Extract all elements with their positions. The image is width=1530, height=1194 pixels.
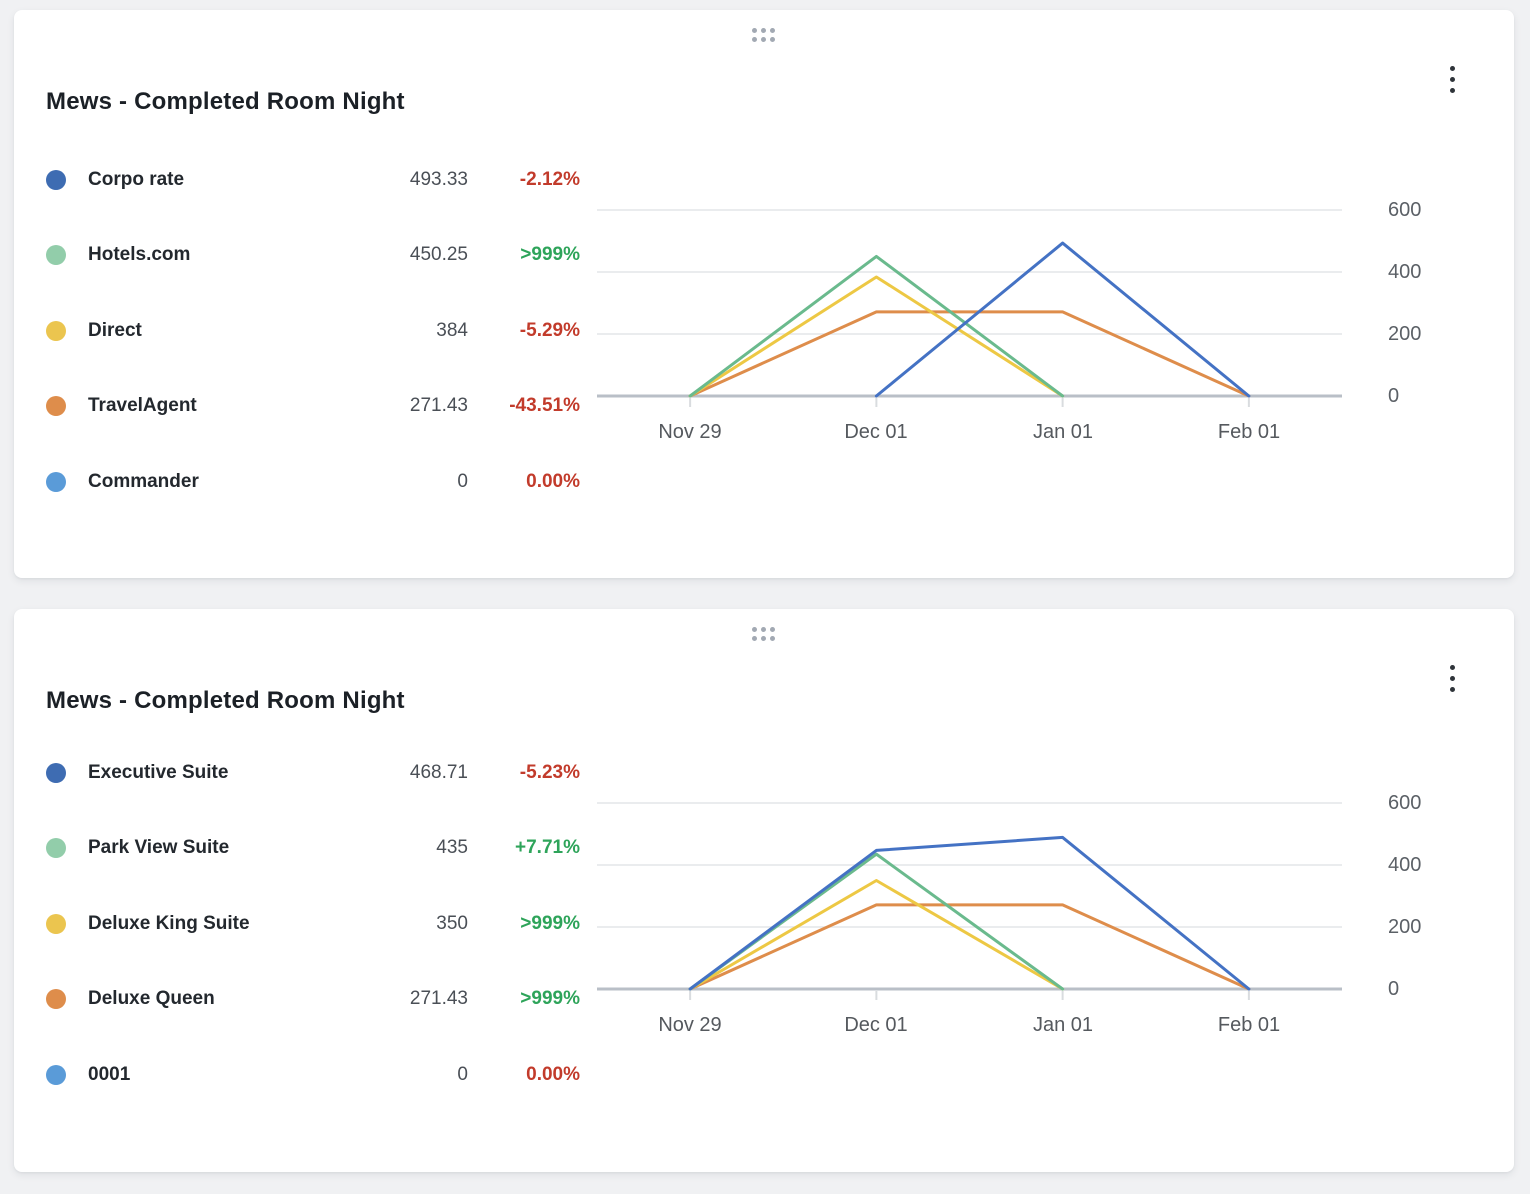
legend-color-dot bbox=[46, 1064, 66, 1085]
y-axis-tick-label: 200 bbox=[1388, 916, 1422, 938]
legend-color-dot bbox=[46, 762, 66, 783]
legend-item[interactable]: Hotels.com 450.25 >999% bbox=[46, 218, 580, 294]
chart-legend: Corpo rate 493.33 -2.12% Hotels.com 450.… bbox=[46, 142, 580, 520]
legend-value: 0 bbox=[457, 470, 468, 492]
legend-change: -43.51% bbox=[509, 395, 580, 417]
legend-value: 493.33 bbox=[409, 168, 468, 190]
legend-value: 350 bbox=[436, 912, 468, 934]
legend-label: Deluxe King Suite bbox=[88, 912, 250, 934]
legend-color-dot bbox=[46, 169, 66, 190]
legend-change: 0.00% bbox=[526, 470, 580, 492]
card-title: Mews - Completed Room Night bbox=[46, 686, 405, 714]
legend-item[interactable]: Commander 0 0.00% bbox=[46, 444, 580, 520]
legend-value: 0 bbox=[457, 1063, 468, 1085]
y-axis-tick-label: 0 bbox=[1388, 385, 1400, 407]
legend-change: >999% bbox=[520, 244, 580, 266]
legend-label: Park View Suite bbox=[88, 837, 230, 859]
legend-color-dot bbox=[46, 838, 66, 859]
legend-value: 271.43 bbox=[409, 395, 468, 417]
line-chart-area: 600 400 200 0 Nov 29 Dec 01 Jan 01 Feb 0… bbox=[597, 791, 1497, 1071]
y-axis-tick-label: 600 bbox=[1388, 792, 1422, 814]
drag-handle-icon[interactable] bbox=[750, 26, 778, 40]
legend-change: >999% bbox=[520, 912, 580, 934]
y-axis-tick-label: 600 bbox=[1388, 199, 1422, 221]
legend-color-dot bbox=[46, 245, 66, 266]
legend-color-dot bbox=[46, 471, 66, 492]
legend-color-dot bbox=[46, 396, 66, 417]
legend-item[interactable]: Direct 384 -5.29% bbox=[46, 293, 580, 369]
x-axis-tick-label: Nov 29 bbox=[658, 421, 722, 443]
legend-value: 468.71 bbox=[409, 761, 468, 783]
legend-value: 435 bbox=[436, 837, 468, 859]
legend-item[interactable]: TravelAgent 271.43 -43.51% bbox=[46, 369, 580, 445]
legend-change: -2.12% bbox=[519, 168, 580, 190]
legend-label: TravelAgent bbox=[88, 395, 197, 417]
kebab-menu-icon bbox=[1449, 66, 1455, 71]
legend-value: 384 bbox=[436, 319, 468, 341]
line-chart bbox=[597, 802, 1342, 1000]
x-axis-tick-label: Dec 01 bbox=[844, 1014, 908, 1036]
legend-item[interactable]: Deluxe Queen 271.43 >999% bbox=[46, 962, 580, 1038]
y-axis-tick-label: 400 bbox=[1388, 261, 1422, 283]
legend-label: Direct bbox=[88, 319, 142, 341]
y-axis-tick-label: 200 bbox=[1388, 323, 1422, 345]
line-chart bbox=[597, 209, 1342, 407]
legend-item[interactable]: Deluxe King Suite 350 >999% bbox=[46, 886, 580, 962]
legend-label: Commander bbox=[88, 470, 199, 492]
legend-color-dot bbox=[46, 320, 66, 341]
card-title: Mews - Completed Room Night bbox=[46, 87, 405, 115]
x-axis-tick-label: Nov 29 bbox=[658, 1014, 722, 1036]
legend-item[interactable]: Executive Suite 468.71 -5.23% bbox=[46, 735, 580, 811]
legend-item[interactable]: 0001 0 0.00% bbox=[46, 1037, 580, 1113]
kebab-menu-icon bbox=[1449, 665, 1455, 670]
widget-card: Mews - Completed Room Night Corpo rate 4… bbox=[14, 10, 1514, 578]
widget-card: Mews - Completed Room Night Executive Su… bbox=[14, 609, 1514, 1172]
legend-label: 0001 bbox=[88, 1063, 131, 1085]
x-axis-tick-label: Dec 01 bbox=[844, 421, 908, 443]
legend-value: 450.25 bbox=[409, 244, 468, 266]
legend-change: +7.71% bbox=[515, 837, 580, 859]
legend-label: Executive Suite bbox=[88, 761, 229, 783]
line-chart-area: 600 400 200 0 Nov 29 Dec 01 Jan 01 Feb 0… bbox=[597, 198, 1497, 478]
legend-label: Corpo rate bbox=[88, 168, 185, 190]
drag-handle-icon[interactable] bbox=[750, 625, 778, 639]
x-axis-tick-label: Feb 01 bbox=[1217, 421, 1281, 443]
y-axis-tick-label: 400 bbox=[1388, 854, 1422, 876]
legend-item[interactable]: Park View Suite 435 +7.71% bbox=[46, 811, 580, 887]
legend-label: Deluxe Queen bbox=[88, 988, 215, 1010]
legend-item[interactable]: Corpo rate 493.33 -2.12% bbox=[46, 142, 580, 218]
x-axis-tick-label: Feb 01 bbox=[1217, 1014, 1281, 1036]
legend-label: Hotels.com bbox=[88, 244, 191, 266]
card-menu-button[interactable] bbox=[1433, 58, 1471, 108]
card-menu-button[interactable] bbox=[1433, 657, 1471, 707]
legend-value: 271.43 bbox=[409, 988, 468, 1010]
legend-change: 0.00% bbox=[526, 1063, 580, 1085]
x-axis-tick-label: Jan 01 bbox=[1032, 421, 1094, 443]
legend-change: >999% bbox=[520, 988, 580, 1010]
x-axis-tick-label: Jan 01 bbox=[1032, 1014, 1094, 1036]
legend-color-dot bbox=[46, 913, 66, 934]
legend-color-dot bbox=[46, 989, 66, 1010]
y-axis-tick-label: 0 bbox=[1388, 978, 1400, 1000]
chart-legend: Executive Suite 468.71 -5.23% Park View … bbox=[46, 735, 580, 1113]
legend-change: -5.29% bbox=[519, 319, 580, 341]
legend-change: -5.23% bbox=[519, 761, 580, 783]
